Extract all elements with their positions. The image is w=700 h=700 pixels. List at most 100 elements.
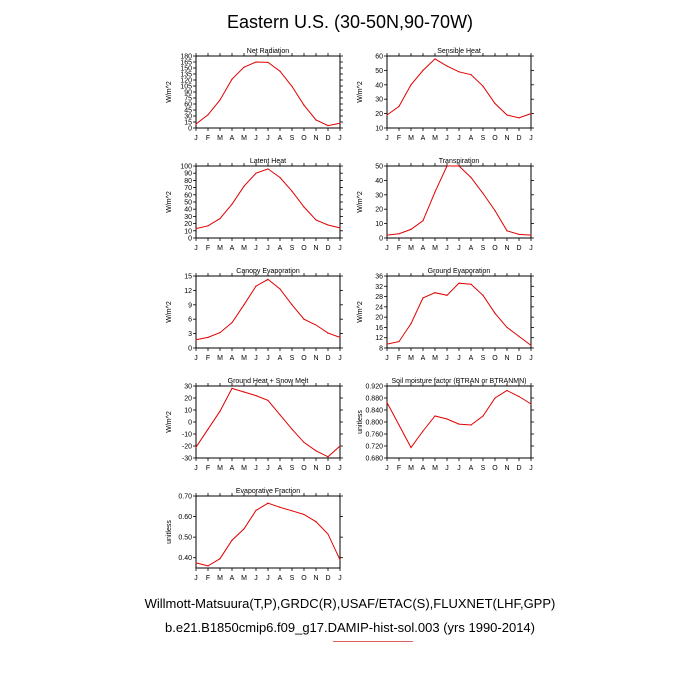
x-tick-label: J bbox=[338, 355, 342, 362]
y-tick-label: 0.720 bbox=[365, 444, 383, 451]
y-tick-label: 28 bbox=[375, 294, 383, 301]
data-point bbox=[530, 403, 532, 405]
footer-datasets: Willmott-Matsuura(T,P),GRDC(R),USAF/ETAC… bbox=[144, 596, 556, 611]
data-point bbox=[482, 294, 484, 296]
y-tick-label: 0.840 bbox=[365, 408, 383, 415]
data-point bbox=[386, 114, 388, 116]
data-point bbox=[231, 387, 233, 389]
chart-panel: Ground Heat + Snow Melt W/m^2 -30 -20 -10 0 10… bbox=[166, 378, 343, 472]
data-point bbox=[243, 66, 245, 68]
x-tick-label: J bbox=[266, 245, 270, 252]
y-tick-label: 15 bbox=[184, 274, 192, 281]
x-tick-label: O bbox=[301, 465, 307, 472]
data-point bbox=[518, 117, 520, 119]
chart-title: Transpiration bbox=[439, 158, 480, 165]
x-tick-label: A bbox=[230, 245, 235, 252]
data-point bbox=[231, 78, 233, 80]
y-tick-label: 60 bbox=[375, 54, 383, 61]
x-tick-label: N bbox=[504, 135, 509, 142]
x-tick-label: J bbox=[385, 355, 389, 362]
data-point bbox=[482, 415, 484, 417]
y-tick-label: 100 bbox=[180, 164, 192, 171]
y-tick-label: 8 bbox=[379, 346, 383, 353]
chart-title: Ground Heat + Snow Melt bbox=[228, 378, 309, 385]
x-tick-label: J bbox=[445, 245, 449, 252]
x-tick-label: O bbox=[492, 355, 498, 362]
y-tick-label: 0.920 bbox=[365, 384, 383, 391]
x-tick-label: M bbox=[241, 355, 247, 362]
data-point bbox=[315, 119, 317, 121]
data-point bbox=[219, 99, 221, 101]
series-line bbox=[195, 502, 341, 567]
data-point bbox=[279, 70, 281, 72]
x-tick-label: S bbox=[481, 135, 486, 142]
data-point bbox=[267, 168, 269, 170]
data-point bbox=[243, 304, 245, 306]
plot-frame bbox=[195, 165, 341, 239]
data-point bbox=[207, 225, 209, 227]
x-tick-label: J bbox=[194, 245, 198, 252]
y-tick-label: 24 bbox=[375, 304, 383, 311]
footer-case: b.e21.B1850cmip6.f09_g17.DAMIP-hist-sol.… bbox=[165, 620, 535, 635]
x-tick-label: A bbox=[230, 135, 235, 142]
x-tick-label: A bbox=[278, 135, 283, 142]
y-tick-label: 6 bbox=[188, 317, 192, 324]
x-tick-label: M bbox=[241, 135, 247, 142]
x-tick-label: A bbox=[278, 465, 283, 472]
data-point bbox=[291, 304, 293, 306]
data-point bbox=[339, 336, 341, 339]
x-tick-label: F bbox=[206, 575, 210, 582]
x-tick-label: J bbox=[266, 355, 270, 362]
x-tick-label: M bbox=[217, 465, 223, 472]
data-point bbox=[207, 565, 209, 567]
y-tick-label: 0.760 bbox=[365, 432, 383, 439]
x-tick-label: A bbox=[421, 135, 426, 142]
data-point bbox=[303, 206, 305, 208]
y-tick-label: 3 bbox=[188, 331, 192, 338]
x-tick-label: S bbox=[481, 245, 486, 252]
data-point bbox=[458, 71, 460, 73]
data-point bbox=[291, 85, 293, 87]
y-tick-label: 0.680 bbox=[365, 456, 383, 463]
y-tick-label: 60 bbox=[184, 102, 192, 109]
data-point bbox=[339, 227, 341, 229]
x-tick-label: J bbox=[385, 135, 389, 142]
x-tick-label: M bbox=[432, 135, 438, 142]
data-point bbox=[398, 340, 400, 343]
x-tick-label: F bbox=[397, 465, 401, 472]
x-tick-label: A bbox=[469, 355, 474, 362]
data-point bbox=[494, 397, 496, 399]
x-tick-label: J bbox=[457, 135, 461, 142]
data-point bbox=[482, 192, 484, 194]
y-tick-label: 15 bbox=[184, 120, 192, 127]
data-point bbox=[327, 533, 329, 535]
data-point bbox=[315, 450, 317, 452]
x-tick-label: J bbox=[266, 575, 270, 582]
data-point bbox=[339, 559, 341, 561]
x-tick-label: M bbox=[408, 355, 414, 362]
x-tick-label: A bbox=[230, 575, 235, 582]
y-tick-label: 75 bbox=[184, 96, 192, 103]
data-point bbox=[291, 510, 293, 512]
y-tick-label: 10 bbox=[184, 408, 192, 415]
data-point bbox=[446, 418, 448, 420]
x-tick-label: F bbox=[206, 465, 210, 472]
y-tick-label: 20 bbox=[184, 396, 192, 403]
x-tick-label: S bbox=[290, 245, 295, 252]
data-point bbox=[303, 441, 305, 443]
series-line bbox=[386, 282, 532, 346]
y-tick-label: 16 bbox=[375, 325, 383, 332]
y-tick-label: 70 bbox=[184, 185, 192, 192]
data-point bbox=[518, 233, 520, 235]
data-point bbox=[422, 430, 424, 432]
x-tick-label: N bbox=[313, 135, 318, 142]
chart-title: Sensible Heat bbox=[437, 48, 481, 55]
y-tick-label: 40 bbox=[184, 207, 192, 214]
x-tick-label: N bbox=[504, 355, 509, 362]
data-point bbox=[422, 220, 424, 222]
y-tick-label: 30 bbox=[375, 97, 383, 104]
y-tick-label: 30 bbox=[375, 192, 383, 199]
y-tick-label: 9 bbox=[188, 302, 192, 309]
